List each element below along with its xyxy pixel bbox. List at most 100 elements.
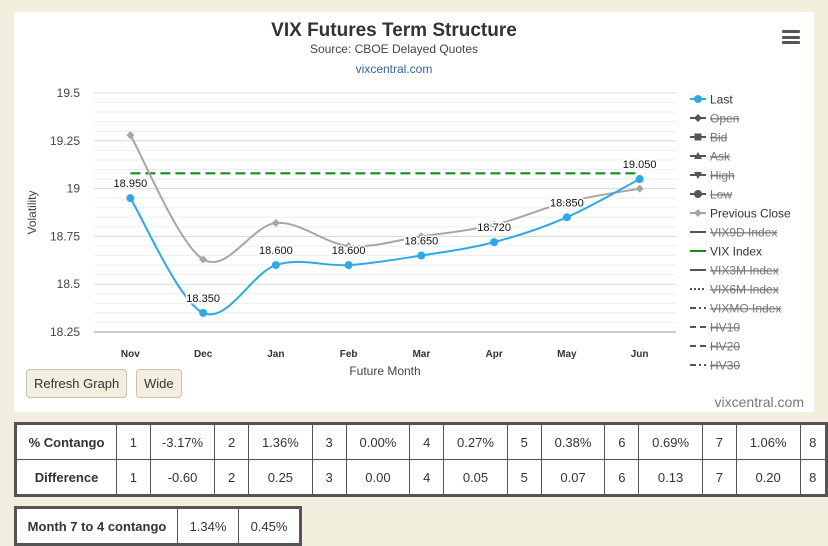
legend-item-label[interactable]: VIX6M Index [710, 283, 779, 297]
contango-value-cell: 0.69% [638, 424, 703, 460]
legend-item-label[interactable]: VIX3M Index [710, 264, 779, 278]
data-label: 19.050 [623, 159, 657, 171]
contango-value-cell: 0.05 [443, 459, 508, 495]
contango-value-cell: -3.17% [149, 424, 216, 460]
month-index-cell: 7 [701, 424, 737, 460]
credit-text: vixcentral.com [714, 394, 804, 410]
month-index-cell: 5 [506, 424, 542, 460]
chart-card: VIX Futures Term Structure Source: CBOE … [14, 12, 814, 412]
x-tick-label: Nov [121, 349, 140, 360]
y-tick-label: 18.25 [50, 325, 80, 339]
month-index-cell: 2 [214, 424, 250, 460]
month-index-cell: 4 [409, 459, 445, 495]
month-index-cell: 1 [116, 459, 151, 495]
month74-value-1: 1.34% [177, 508, 239, 544]
contango-value-cell: 0.07 [540, 459, 606, 495]
contango-value-cell: 0.25 [248, 459, 313, 495]
previous-close-point [126, 131, 135, 140]
y-tick-label: 18.5 [57, 277, 81, 291]
x-tick-label: Apr [486, 349, 503, 360]
contango-value-cell: 0.20 [735, 459, 801, 495]
month-index-cell: 8 [799, 424, 826, 460]
hamburger-menu-icon[interactable] [782, 30, 800, 44]
legend-item-label[interactable]: Ask [710, 150, 731, 164]
data-label: 18.650 [405, 236, 439, 248]
legend-item-label[interactable]: Low [710, 188, 732, 202]
month74-label: Month 7 to 4 contango [16, 508, 178, 544]
last-point [126, 194, 135, 203]
legend-item-label[interactable]: High [710, 169, 735, 183]
data-label: 18.950 [114, 178, 148, 190]
legend-item-label[interactable]: VIX9D Index [710, 226, 777, 240]
legend-marker-icon [694, 95, 702, 103]
legend-item-label[interactable]: Previous Close [710, 207, 791, 221]
month-index-cell: 7 [701, 459, 737, 495]
contango-row: Difference 1 -0.60 2 0.25 3 0.00 4 0.05 5 0.07 6 0.1… [15, 459, 826, 495]
legend-item-label[interactable]: Last [710, 93, 733, 107]
data-label: 18.350 [186, 293, 220, 305]
previous-close-point [199, 255, 208, 264]
legend-item-label[interactable]: HV30 [710, 359, 740, 373]
contango-value-cell: -0.60 [149, 459, 216, 495]
legend-item-label[interactable]: HV10 [710, 321, 740, 335]
contango-value-cell: 0.38% [540, 424, 606, 460]
legend-item-label[interactable]: VIX Index [710, 245, 762, 259]
contango-row-label: % Contango [15, 424, 118, 460]
last-point [562, 213, 571, 222]
previous-close-point [562, 197, 571, 206]
refresh-graph-button[interactable]: Refresh Graph [26, 369, 128, 398]
last-point [417, 251, 426, 260]
x-axis-label: Future Month [349, 364, 420, 378]
previous-close-point [635, 184, 644, 193]
x-tick-label: Dec [194, 349, 213, 360]
month-index-cell: 3 [311, 459, 347, 495]
contango-value-cell: 0.13 [638, 459, 703, 495]
month74-table: Month 7 to 4 contango 1.34% 0.45% [14, 506, 302, 546]
x-tick-label: May [557, 349, 577, 360]
chart-title: VIX Futures Term Structure [271, 20, 517, 41]
month-index-cell: 5 [506, 459, 542, 495]
data-label: 18.720 [477, 222, 511, 234]
legend-marker-icon [694, 133, 702, 141]
month-index-cell: 3 [311, 424, 347, 460]
month-index-cell: 1 [116, 424, 151, 460]
data-label: 18.600 [332, 245, 366, 257]
month-index-cell: 6 [604, 424, 640, 460]
contango-row-label: Difference [15, 459, 118, 495]
last-point [635, 175, 644, 184]
last-point [344, 261, 353, 270]
y-axis-label: Volatility [25, 190, 39, 234]
source-link[interactable]: vixcentral.com [355, 62, 433, 76]
y-tick-label: 19 [67, 182, 81, 196]
data-label: 18.600 [259, 245, 293, 257]
legend-item-label[interactable]: HV20 [710, 340, 740, 354]
data-label: 18.850 [550, 197, 584, 209]
last-point [490, 238, 499, 247]
last-point [271, 261, 280, 270]
y-tick-label: 19.25 [50, 134, 80, 148]
contango-value-cell: 0.27% [443, 424, 508, 460]
month-index-cell: 8 [799, 459, 826, 495]
x-tick-label: Jan [267, 349, 284, 360]
legend-marker-icon [694, 190, 702, 198]
contango-value-cell: 0.00 [345, 459, 411, 495]
previous-close-point [344, 241, 353, 250]
legend-item-label[interactable]: VIXMO Index [710, 302, 781, 316]
legend-item-label[interactable]: Bid [710, 131, 727, 145]
contango-table: % Contango 1 -3.17% 2 1.36% 3 0.00% 4 0.27% 5 0.38… [14, 422, 828, 497]
legend-marker-icon [694, 152, 702, 159]
contango-value-cell: 0.00% [345, 424, 411, 460]
month-index-cell: 2 [214, 459, 250, 495]
legend-marker-icon [694, 172, 702, 179]
last-point [199, 308, 208, 317]
y-tick-label: 19.5 [57, 86, 81, 100]
month-index-cell: 4 [409, 424, 445, 460]
chart-svg: 19.5 19.25 19 18.75 18.5 18.25 Nov Dec Jan Feb Mar… [25, 86, 791, 378]
chart-subtitle: Source: CBOE Delayed Quotes [309, 42, 479, 56]
month74-value-2: 0.45% [238, 508, 300, 544]
legend-item-label[interactable]: Open [710, 112, 739, 126]
wide-button[interactable]: Wide [136, 369, 182, 398]
y-tick-label: 18.75 [50, 229, 80, 243]
x-tick-label: Jun [631, 349, 649, 360]
contango-value-cell: 1.36% [248, 424, 313, 460]
